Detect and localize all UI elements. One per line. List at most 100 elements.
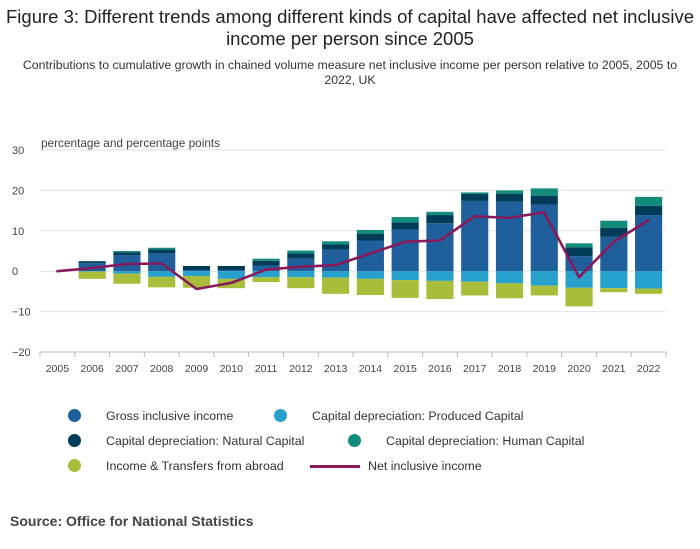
- series-line-net-inclusive-income: [56, 210, 650, 291]
- y-axis-label: percentage and percentage points: [41, 136, 220, 150]
- bar-segment: [426, 223, 454, 272]
- bar-segment: [565, 247, 593, 257]
- bar-segment: [495, 201, 524, 272]
- bar-segment: [217, 265, 245, 270]
- bar-segment: [635, 271, 663, 289]
- bar-segment: [182, 265, 211, 270]
- bar-segment: [565, 256, 593, 272]
- legend-swatch: [274, 409, 287, 422]
- bar-segment: [252, 271, 280, 278]
- bar-segment: [113, 271, 141, 274]
- bar-segment: [635, 196, 663, 206]
- bar-segment: [565, 243, 593, 248]
- bar-segment: [635, 205, 663, 216]
- bar-segment: [391, 271, 419, 281]
- bar-segment: [322, 271, 350, 278]
- bar-segment: [182, 269, 211, 272]
- bar-segment: [252, 258, 280, 261]
- x-tick-label: 2009: [185, 363, 209, 375]
- legend-label: Capital depreciation: Natural Capital: [106, 434, 305, 448]
- bar-segment: [635, 288, 663, 294]
- bar-segment: [148, 249, 176, 254]
- x-tick-label: 2006: [80, 363, 104, 375]
- bar-segment: [148, 253, 176, 272]
- bar-segment: [600, 227, 628, 237]
- bar-segment: [287, 271, 315, 278]
- bar-segment: [182, 276, 211, 288]
- bar-segment: [356, 278, 384, 296]
- legend-label: Net inclusive income: [368, 459, 482, 473]
- bar-segments: [78, 188, 663, 307]
- bar-segment: [287, 250, 315, 254]
- bar-segment: [252, 260, 280, 266]
- bar-segment: [530, 271, 558, 286]
- bar-segment: [148, 271, 176, 277]
- bar-segment: [426, 271, 454, 281]
- x-tick-label: 2014: [359, 363, 383, 375]
- legend-label: Gross inclusive income: [106, 409, 234, 423]
- bar-segment: [426, 215, 454, 224]
- x-tick-label: 2008: [150, 363, 174, 375]
- x-tick-label: 2013: [324, 363, 348, 375]
- legend-swatch: [68, 459, 81, 472]
- bar-segment: [356, 271, 384, 279]
- bar-segment: [287, 253, 315, 259]
- legend-label: Income & Transfers from abroad: [106, 459, 284, 473]
- bar-segment: [426, 211, 454, 216]
- bar-segment: [530, 195, 558, 205]
- x-tick-label: 2010: [220, 363, 244, 375]
- chart-subtitle: Contributions to cumulative growth in ch…: [22, 58, 678, 87]
- bar-segment: [287, 277, 315, 289]
- bar-segment: [322, 249, 350, 272]
- bar-segment: [182, 271, 211, 277]
- bar-segment: [426, 280, 454, 300]
- bar-segment: [356, 229, 384, 234]
- bar-segment: [495, 190, 524, 194]
- y-tick-label: 20: [12, 185, 24, 197]
- bar-segment: [217, 269, 245, 272]
- bar-segment: [148, 276, 176, 288]
- bar-segment: [391, 280, 419, 298]
- bar-segment: [217, 271, 245, 279]
- bar-segment: [600, 271, 628, 289]
- bar-segment: [635, 215, 663, 272]
- bar-segment: [461, 200, 489, 272]
- legend-swatch: [68, 409, 81, 422]
- bar-segment: [565, 287, 593, 307]
- bar-segment: [391, 217, 419, 223]
- bar-segment: [391, 229, 419, 272]
- bar-segment: [322, 244, 350, 250]
- bar-segment: [391, 222, 419, 230]
- bar-segment: [461, 194, 489, 201]
- y-tick-label: 10: [12, 226, 24, 238]
- bar-segment: [356, 233, 384, 241]
- bar-segment: [287, 258, 315, 272]
- x-tick-label: 2018: [498, 363, 522, 375]
- source-note: Source: Office for National Statistics: [10, 513, 254, 529]
- bar-segment: [565, 271, 593, 288]
- x-tick-label: 2022: [637, 363, 661, 375]
- legend-label: Capital depreciation: Produced Capital: [312, 409, 524, 423]
- bar-segment: [113, 273, 141, 284]
- x-tick-label: 2021: [602, 363, 626, 375]
- bar-segment: [322, 277, 350, 294]
- x-tick-label: 2015: [393, 363, 417, 375]
- y-tick-label: −10: [12, 307, 31, 319]
- bar-segment: [252, 277, 280, 283]
- x-tick-label: 2020: [567, 363, 591, 375]
- bar-segment: [113, 251, 141, 253]
- bar-segment: [495, 193, 524, 202]
- bar-segment: [148, 247, 176, 250]
- y-tick-label: 0: [12, 266, 18, 278]
- legend-swatch: [348, 434, 361, 447]
- legend-label: Capital depreciation: Human Capital: [386, 434, 585, 448]
- x-tick-label: 2011: [255, 363, 278, 375]
- bar-segment: [78, 271, 106, 279]
- bar-segment: [461, 281, 489, 296]
- x-tick-label: 2019: [533, 363, 557, 375]
- bar-segment: [530, 188, 558, 196]
- bar-segment: [600, 288, 628, 293]
- x-tick-label: 2005: [46, 363, 70, 375]
